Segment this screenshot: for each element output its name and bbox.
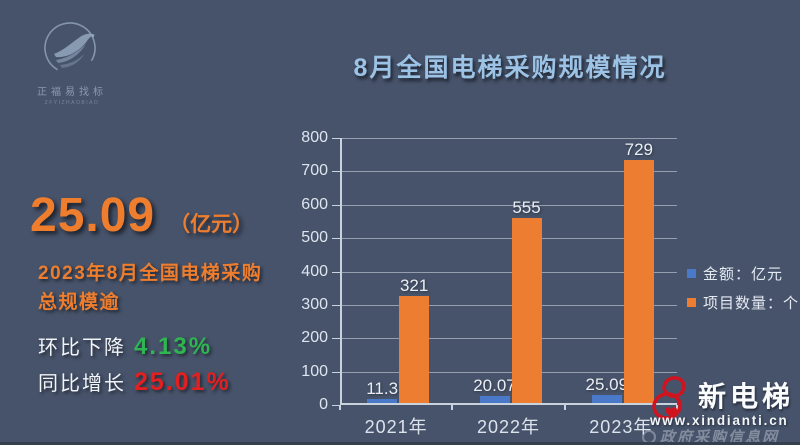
y-tick-800 (332, 138, 340, 139)
phoenix-bird-icon (44, 22, 96, 74)
gridline-600 (342, 204, 677, 206)
y-tick-label-300: 300 (301, 295, 328, 313)
x-tick-3 (676, 405, 678, 410)
x-tick-2 (563, 405, 566, 410)
headline-value: 25.09 (30, 189, 156, 242)
bar-chart-plot-area: 11.3 321 20.07 555 25.09 729 (340, 138, 677, 405)
headline-unit: （亿元） (169, 213, 254, 236)
bar-value-count-2021年: 321 (399, 275, 429, 295)
legend-swatch-amount (687, 269, 696, 278)
y-tick-0 (332, 405, 340, 406)
bar-value-amount-2021年: 11.3 (366, 379, 399, 399)
site-url[interactable]: www.xindianti.cn (650, 413, 789, 428)
y-tick-200 (332, 338, 340, 340)
y-tick-label-100: 100 (301, 362, 328, 380)
legend-item-amount: 金额：亿元 (687, 263, 799, 284)
legend-item-count: 项目数量：个 (687, 292, 799, 313)
y-tick-500 (332, 238, 340, 240)
y-tick-label-0: 0 (319, 396, 328, 413)
bar-amount-2021年 (367, 399, 398, 403)
bar-amount-2022年 (479, 396, 510, 403)
x-label-2023年: 2023年 (589, 417, 653, 437)
mom-change-row: 环比下降 4.13% (38, 331, 212, 361)
x-tick-0 (339, 405, 341, 410)
y-tick-label-800: 800 (301, 129, 328, 146)
bar-value-count-2023年: 729 (624, 139, 654, 159)
y-tick-100 (332, 371, 340, 373)
yoy-change-value: 25.01% (134, 368, 231, 396)
bar-count-2023年 (623, 159, 654, 403)
y-tick-600 (332, 204, 340, 206)
gridline-300 (342, 304, 677, 306)
yoy-change-label: 同比增长 (38, 373, 126, 395)
gridline-500 (342, 238, 677, 240)
page-title: 8月全国电梯采购规模情况 (353, 54, 667, 82)
chart-legend: 金额：亿元项目数量：个 (687, 263, 799, 321)
x-label-2022年: 2022年 (476, 417, 541, 437)
watermark: 政府采购信息网 (642, 426, 779, 445)
corp-logo: 正福易找标 ZFYIZHAOBIAO (26, 20, 118, 106)
bar-value-amount-2023年: 25.09 (585, 374, 629, 394)
bar-count-2022年 (511, 217, 542, 403)
headline: 25.09 （亿元） (30, 188, 253, 243)
y-tick-label-500: 500 (301, 229, 328, 247)
bar-amount-2023年 (591, 394, 622, 403)
gridline-200 (342, 338, 677, 340)
gridline-100 (342, 371, 677, 373)
legend-label-amount: 金额：亿元 (703, 266, 784, 283)
gridline-700 (342, 171, 677, 173)
gridline-400 (342, 271, 677, 273)
bar-count-2021年 (399, 295, 430, 403)
legend-label-count: 项目数量：个 (703, 295, 800, 312)
bar-value-count-2022年: 555 (512, 197, 541, 217)
corp-logo-name: 正福易找标 (37, 87, 107, 98)
y-tick-label-200: 200 (301, 329, 328, 347)
gridline-800 (342, 138, 677, 139)
description-line-2: 总规模逾 (38, 292, 121, 313)
xindianti-logo-icon (652, 376, 686, 420)
y-tick-label-600: 600 (301, 195, 328, 213)
yoy-change-row: 同比增长 25.01% (38, 367, 231, 397)
legend-swatch-count (687, 298, 696, 307)
mom-change-label: 环比下降 (38, 337, 126, 359)
site-name: 新电梯 (698, 381, 795, 412)
x-label-2021年: 2021年 (364, 417, 428, 437)
y-tick-400 (332, 271, 340, 273)
watermark-text: 政府采购信息网 (660, 429, 780, 445)
mom-change-value: 4.13% (134, 333, 213, 360)
bar-value-amount-2022年: 20.07 (473, 376, 516, 396)
y-tick-label-700: 700 (301, 162, 328, 180)
watermark-globe-icon (642, 429, 656, 444)
corp-logo-subtext: ZFYIZHAOBIAO (44, 100, 100, 106)
description-line-1: 2023年8月全国电梯采购 (38, 263, 263, 284)
x-tick-1 (451, 405, 454, 410)
y-tick-700 (332, 171, 340, 173)
y-tick-300 (332, 304, 340, 306)
y-tick-label-400: 400 (301, 262, 328, 280)
